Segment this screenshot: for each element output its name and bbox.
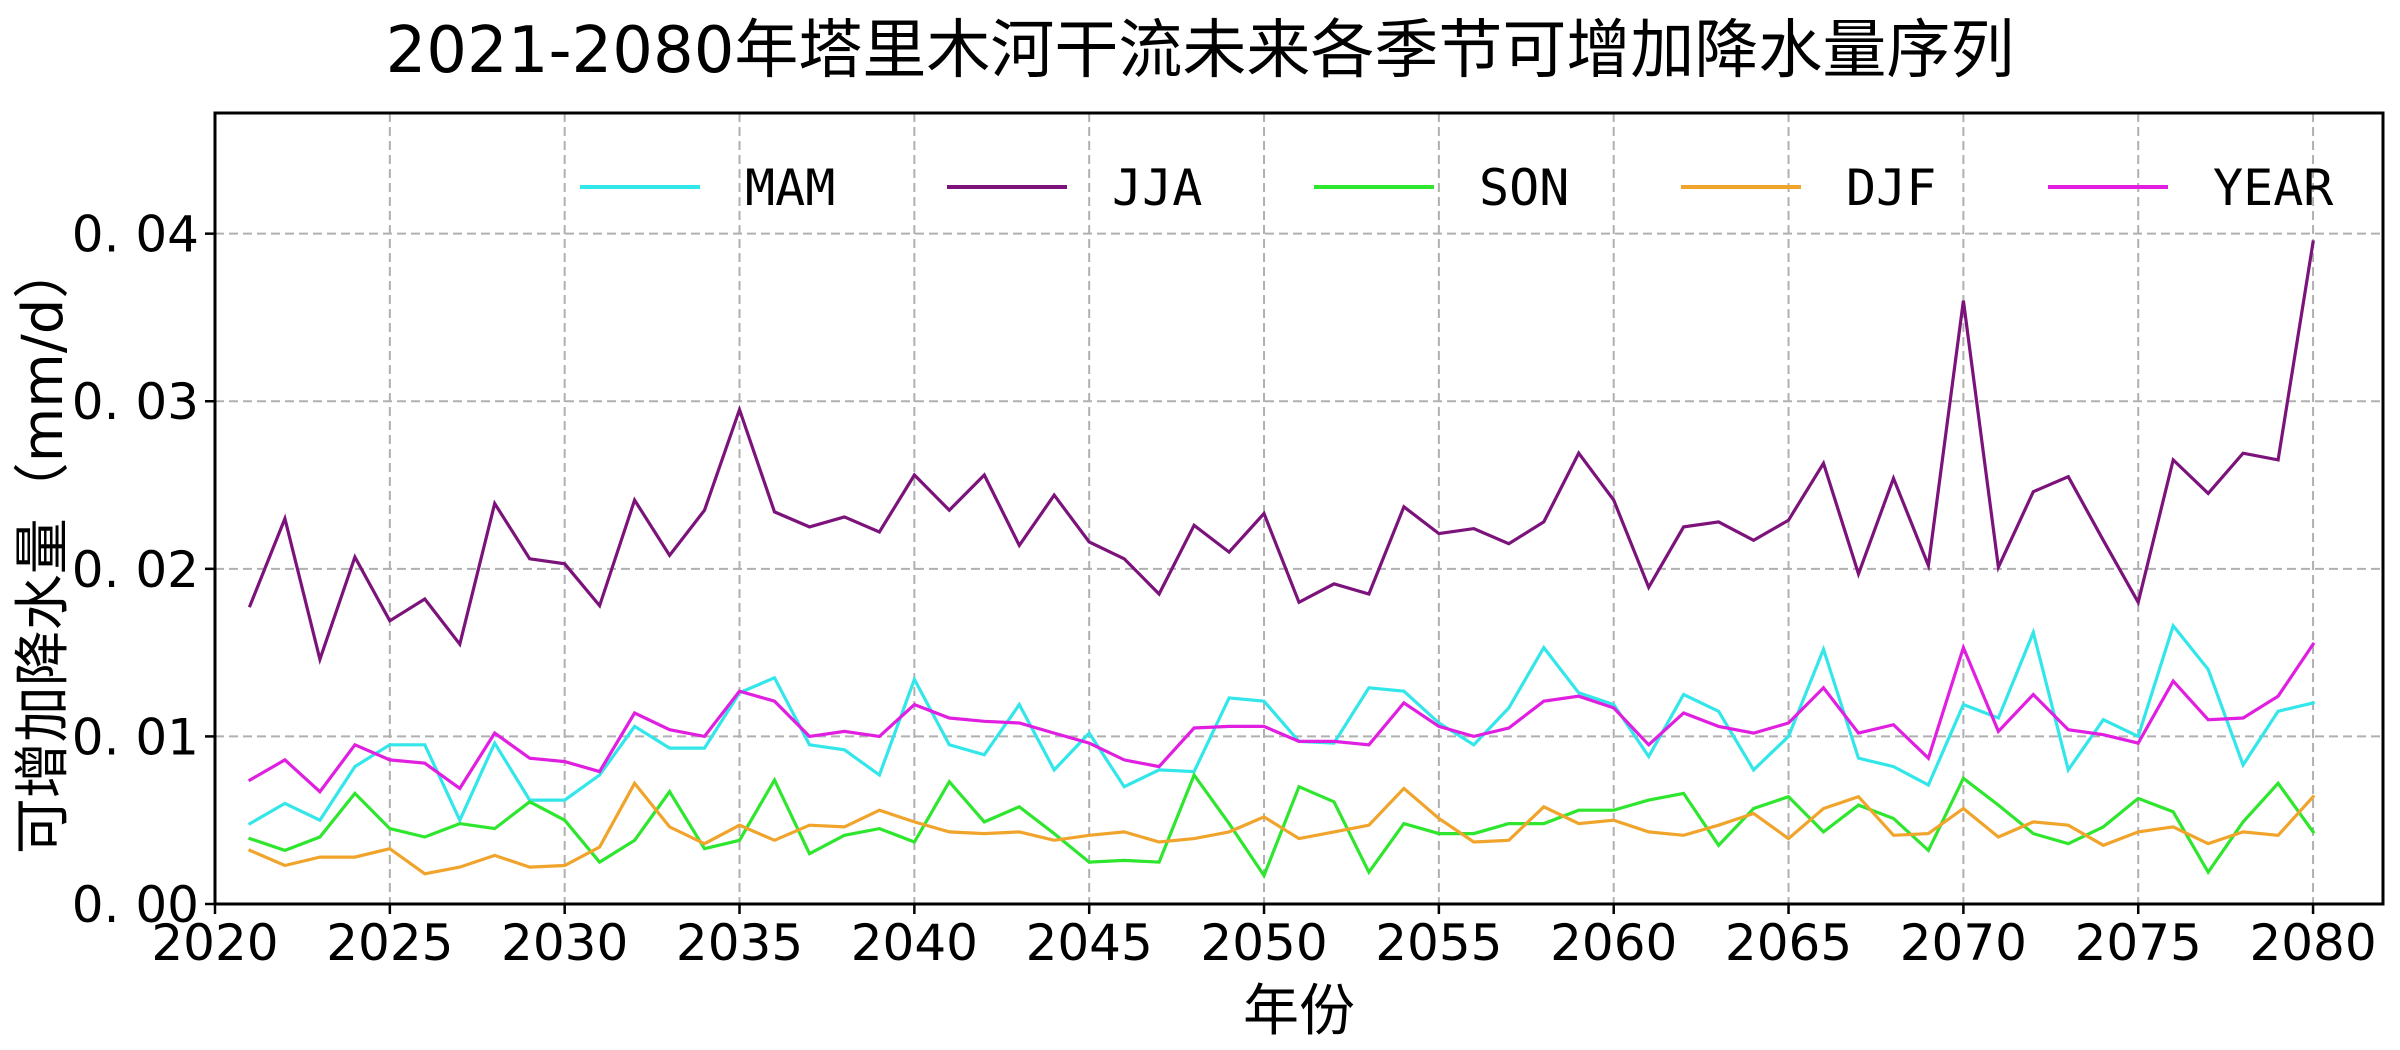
x-tick-label: 2030 [501, 914, 628, 972]
y-axis-label: 可增加降水量（mm/d） [11, 243, 76, 855]
gridlines [214, 113, 2383, 904]
x-tick-label: 2070 [1900, 914, 2027, 972]
x-tick-label: 2025 [326, 914, 453, 972]
x-tick-label: 2035 [676, 914, 803, 972]
x-axis-ticks: 2020 2025 2030 2035 2040 2045 2050 2055 2060 2065… [151, 904, 2377, 972]
series-line-year [247, 641, 2316, 795]
y-tick-label: 0. 03 [72, 373, 199, 431]
legend-label: JJA [1112, 159, 1202, 217]
legend-item-djf: DJF [1681, 159, 1936, 217]
series-line-son [247, 771, 2316, 879]
x-tick-label: 2050 [1200, 914, 1327, 972]
series-lines [247, 240, 2316, 879]
plot-frame [213, 111, 2385, 906]
y-tick-label: 0. 00 [72, 876, 199, 934]
series-line-mam [247, 622, 2316, 826]
y-axis-ticks: 0. 00 0. 01 0. 02 0. 03 0. 04 [72, 206, 215, 934]
legend-item-year: YEAR [2048, 159, 2334, 217]
x-tick-label: 2055 [1375, 914, 1502, 972]
x-tick-label: 2040 [851, 914, 978, 972]
legend-label: MAM [745, 159, 835, 217]
legend-label: YEAR [2213, 159, 2334, 217]
x-axis-label: 年份 [1243, 979, 1355, 1044]
chart-title: 2021-2080年塔里木河干流未来各季节可增加降水量序列 [385, 14, 2015, 88]
legend-item-mam: MAM [580, 159, 835, 217]
y-tick-label: 0. 04 [72, 206, 199, 264]
x-tick-label: 2065 [1725, 914, 1852, 972]
legend-label: SON [1479, 159, 1569, 217]
series-line-jja [247, 240, 2315, 665]
x-tick-label: 2020 [151, 914, 278, 972]
legend-item-son: SON [1314, 159, 1569, 217]
legend-label: DJF [1846, 159, 1936, 217]
x-tick-label: 2080 [2249, 914, 2376, 972]
x-tick-label: 2060 [1550, 914, 1677, 972]
legend-item-jja: JJA [947, 159, 1202, 217]
legend: MAM JJA SON DJF YEAR [580, 159, 2334, 217]
x-tick-label: 2075 [2075, 914, 2202, 972]
y-tick-label: 0. 02 [72, 541, 199, 599]
y-tick-label: 0. 01 [72, 708, 199, 766]
series-line-djf [247, 780, 2316, 876]
x-tick-label: 2045 [1026, 914, 1153, 972]
